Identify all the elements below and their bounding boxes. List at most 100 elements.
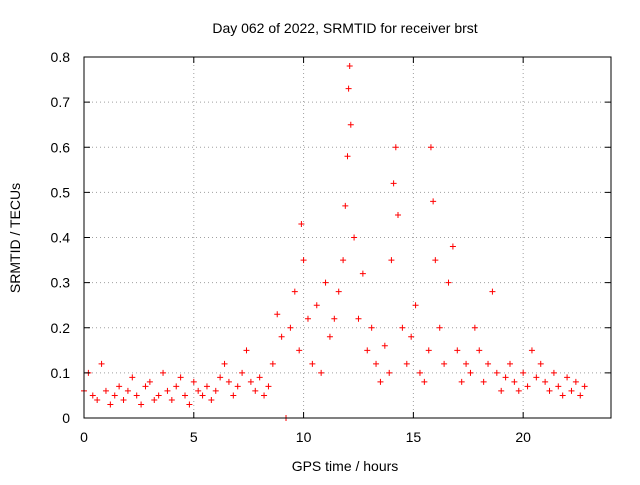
data-point bbox=[511, 378, 518, 385]
data-point bbox=[520, 369, 527, 376]
data-point bbox=[485, 360, 492, 367]
x-tick-label: 5 bbox=[190, 429, 198, 445]
data-point bbox=[304, 315, 311, 322]
data-point bbox=[190, 378, 197, 385]
data-point bbox=[98, 360, 105, 367]
y-tick-label: 0.6 bbox=[51, 139, 71, 155]
y-tick-label: 0.8 bbox=[51, 49, 71, 65]
data-point bbox=[318, 369, 325, 376]
data-point bbox=[463, 360, 470, 367]
data-point bbox=[416, 369, 423, 376]
data-point bbox=[351, 234, 358, 241]
data-point bbox=[533, 374, 540, 381]
data-point bbox=[116, 383, 123, 390]
data-point bbox=[377, 378, 384, 385]
data-point bbox=[133, 392, 140, 399]
data-point bbox=[120, 396, 127, 403]
data-point bbox=[489, 288, 496, 295]
data-point bbox=[151, 396, 158, 403]
data-points-layer bbox=[81, 63, 588, 421]
tick-labels-layer: 0 0.1 0.2 0.3 0.4 0.5 0.6 0.7 0.8 0 5 10 15 20 bbox=[51, 49, 532, 445]
data-point bbox=[345, 85, 352, 92]
data-point bbox=[225, 378, 232, 385]
data-point bbox=[129, 374, 136, 381]
data-point bbox=[347, 121, 354, 128]
data-point bbox=[291, 288, 298, 295]
y-tick-label: 0.2 bbox=[51, 320, 71, 336]
data-point bbox=[403, 360, 410, 367]
data-point bbox=[373, 360, 380, 367]
x-tick-label: 20 bbox=[515, 429, 531, 445]
data-point bbox=[441, 360, 448, 367]
data-point bbox=[381, 342, 388, 349]
data-point bbox=[572, 378, 579, 385]
data-point bbox=[168, 396, 175, 403]
data-point bbox=[399, 324, 406, 331]
data-point bbox=[142, 383, 149, 390]
data-point bbox=[515, 387, 522, 394]
data-point bbox=[160, 369, 167, 376]
data-point bbox=[506, 360, 513, 367]
data-point bbox=[458, 378, 465, 385]
data-point bbox=[89, 392, 96, 399]
data-point bbox=[195, 387, 202, 394]
y-tick-label: 0.7 bbox=[51, 94, 71, 110]
data-point bbox=[221, 360, 228, 367]
data-point bbox=[359, 270, 366, 277]
x-axis-label: GPS time / hours bbox=[292, 458, 399, 474]
plot-frame bbox=[83, 56, 612, 419]
data-point bbox=[392, 144, 399, 151]
data-point bbox=[346, 63, 353, 70]
data-point bbox=[577, 392, 584, 399]
data-point bbox=[274, 311, 281, 318]
data-point bbox=[432, 257, 439, 264]
data-point bbox=[217, 374, 224, 381]
y-tick-label: 0.4 bbox=[51, 230, 71, 246]
data-point bbox=[234, 383, 241, 390]
y-axis-label: SRMTID / TECUs bbox=[7, 183, 23, 293]
grid-layer bbox=[84, 57, 611, 418]
data-point bbox=[94, 396, 101, 403]
data-point bbox=[524, 383, 531, 390]
data-point bbox=[252, 387, 259, 394]
data-point bbox=[182, 392, 189, 399]
data-point bbox=[408, 333, 415, 340]
data-point bbox=[340, 257, 347, 264]
data-point bbox=[388, 257, 395, 264]
data-point bbox=[138, 401, 145, 408]
data-point bbox=[269, 360, 276, 367]
data-point bbox=[278, 333, 285, 340]
data-point bbox=[546, 387, 553, 394]
data-point bbox=[386, 369, 393, 376]
data-point bbox=[164, 387, 171, 394]
data-point bbox=[107, 401, 114, 408]
x-tick-label: 10 bbox=[296, 429, 312, 445]
axes-layer bbox=[83, 56, 612, 419]
data-point bbox=[177, 374, 184, 381]
data-point bbox=[502, 374, 509, 381]
data-point bbox=[309, 360, 316, 367]
data-point bbox=[550, 369, 557, 376]
data-point bbox=[344, 153, 351, 160]
data-point bbox=[555, 383, 562, 390]
data-point bbox=[425, 347, 432, 354]
data-point bbox=[186, 401, 193, 408]
data-point bbox=[395, 211, 402, 218]
data-point bbox=[454, 347, 461, 354]
data-point bbox=[355, 315, 362, 322]
data-point bbox=[265, 383, 272, 390]
data-point bbox=[146, 378, 153, 385]
data-point bbox=[247, 378, 254, 385]
data-point bbox=[368, 324, 375, 331]
y-tick-label: 0.1 bbox=[51, 365, 71, 381]
data-point bbox=[322, 279, 329, 286]
data-point bbox=[421, 378, 428, 385]
data-point bbox=[335, 288, 342, 295]
data-point bbox=[300, 257, 307, 264]
x-tick-label: 0 bbox=[80, 429, 88, 445]
data-point bbox=[476, 347, 483, 354]
chart-title: Day 062 of 2022, SRMTID for receiver brs… bbox=[212, 20, 477, 36]
data-point bbox=[568, 387, 575, 394]
